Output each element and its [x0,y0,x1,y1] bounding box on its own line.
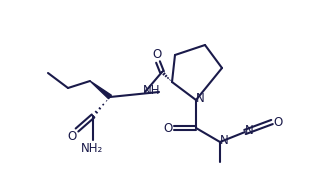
Text: O: O [152,49,162,62]
Text: N: N [196,92,204,106]
Text: O: O [67,131,77,144]
Text: NH₂: NH₂ [81,142,103,155]
Text: O: O [163,121,173,134]
Text: O: O [273,115,283,129]
Text: N: N [245,123,253,136]
Text: NH: NH [143,85,161,98]
Text: N: N [220,134,228,148]
Polygon shape [90,81,111,99]
